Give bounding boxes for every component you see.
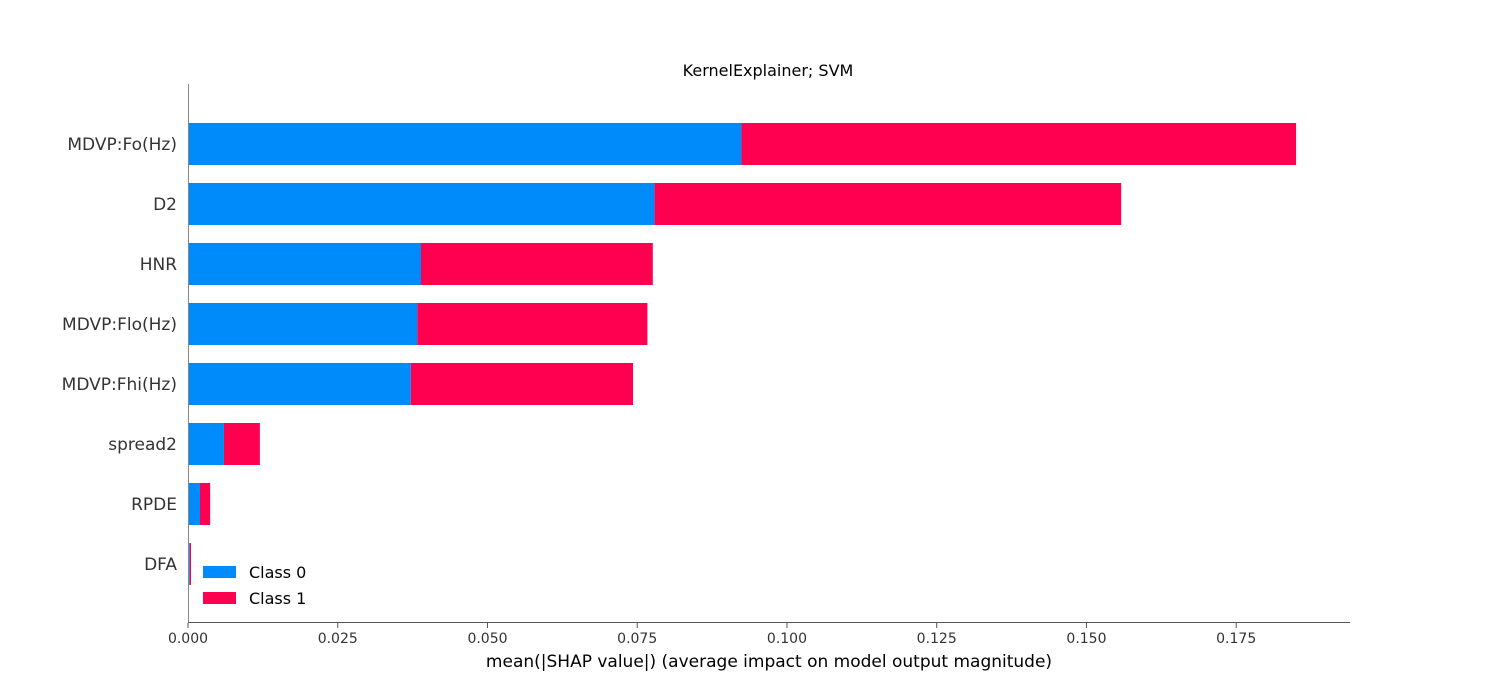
bar-class0-1 [188, 183, 655, 225]
bar-class0-0 [188, 123, 742, 165]
bars-group [188, 123, 1297, 585]
chart-title: KernelExplainer; SVM [683, 61, 854, 80]
legend-label-0: Class 0 [249, 563, 306, 582]
bar-class1-3 [417, 303, 648, 345]
x-tick-label: 0.100 [767, 631, 807, 647]
bar-class0-2 [188, 243, 421, 285]
x-axis-label: mean(|SHAP value|) (average impact on mo… [486, 652, 1052, 672]
legend-swatch-1 [203, 592, 236, 604]
y-tick-label: DFA [144, 555, 177, 575]
y-tick-label: HNR [140, 255, 178, 275]
y-tick-label: D2 [153, 195, 177, 215]
x-tick-label: 0.150 [1066, 631, 1106, 647]
y-tick-labels: MDVP:Fo(Hz) D2 HNR MDVP:Flo(Hz) MDVP:Fhi(Hz)… [62, 135, 178, 575]
x-tick-label: 0.075 [617, 631, 657, 647]
bar-class1-0 [741, 123, 1297, 165]
bar-class1-7 [189, 543, 191, 585]
x-tick-label: 0.050 [467, 631, 507, 647]
y-tick-label: MDVP:Fo(Hz) [67, 135, 177, 155]
y-tick-label: MDVP:Flo(Hz) [62, 315, 177, 335]
bar-class1-6 [199, 483, 211, 525]
x-tick-label: 0.125 [917, 631, 957, 647]
bar-class0-3 [188, 303, 418, 345]
bar-class0-6 [188, 483, 200, 525]
legend-swatch-0 [203, 566, 236, 578]
x-tick-label: 0.000 [168, 631, 208, 647]
bar-class1-4 [410, 363, 634, 405]
y-tick-label: RPDE [131, 495, 177, 515]
bar-class0-5 [188, 423, 224, 465]
bar-class0-4 [188, 363, 411, 405]
x-tick-label: 0.025 [318, 631, 358, 647]
y-tick-label: MDVP:Fhi(Hz) [62, 375, 177, 395]
bar-class1-5 [223, 423, 260, 465]
bar-class1-2 [420, 243, 653, 285]
bar-class1-1 [654, 183, 1122, 225]
x-ticks: 0.000 0.025 0.050 0.075 0.100 0.125 0.150 0.175 [168, 623, 1256, 647]
y-tick-label: spread2 [108, 435, 177, 455]
legend: Class 0 Class 1 [203, 563, 306, 608]
x-tick-label: 0.175 [1216, 631, 1256, 647]
legend-label-1: Class 1 [249, 589, 306, 608]
